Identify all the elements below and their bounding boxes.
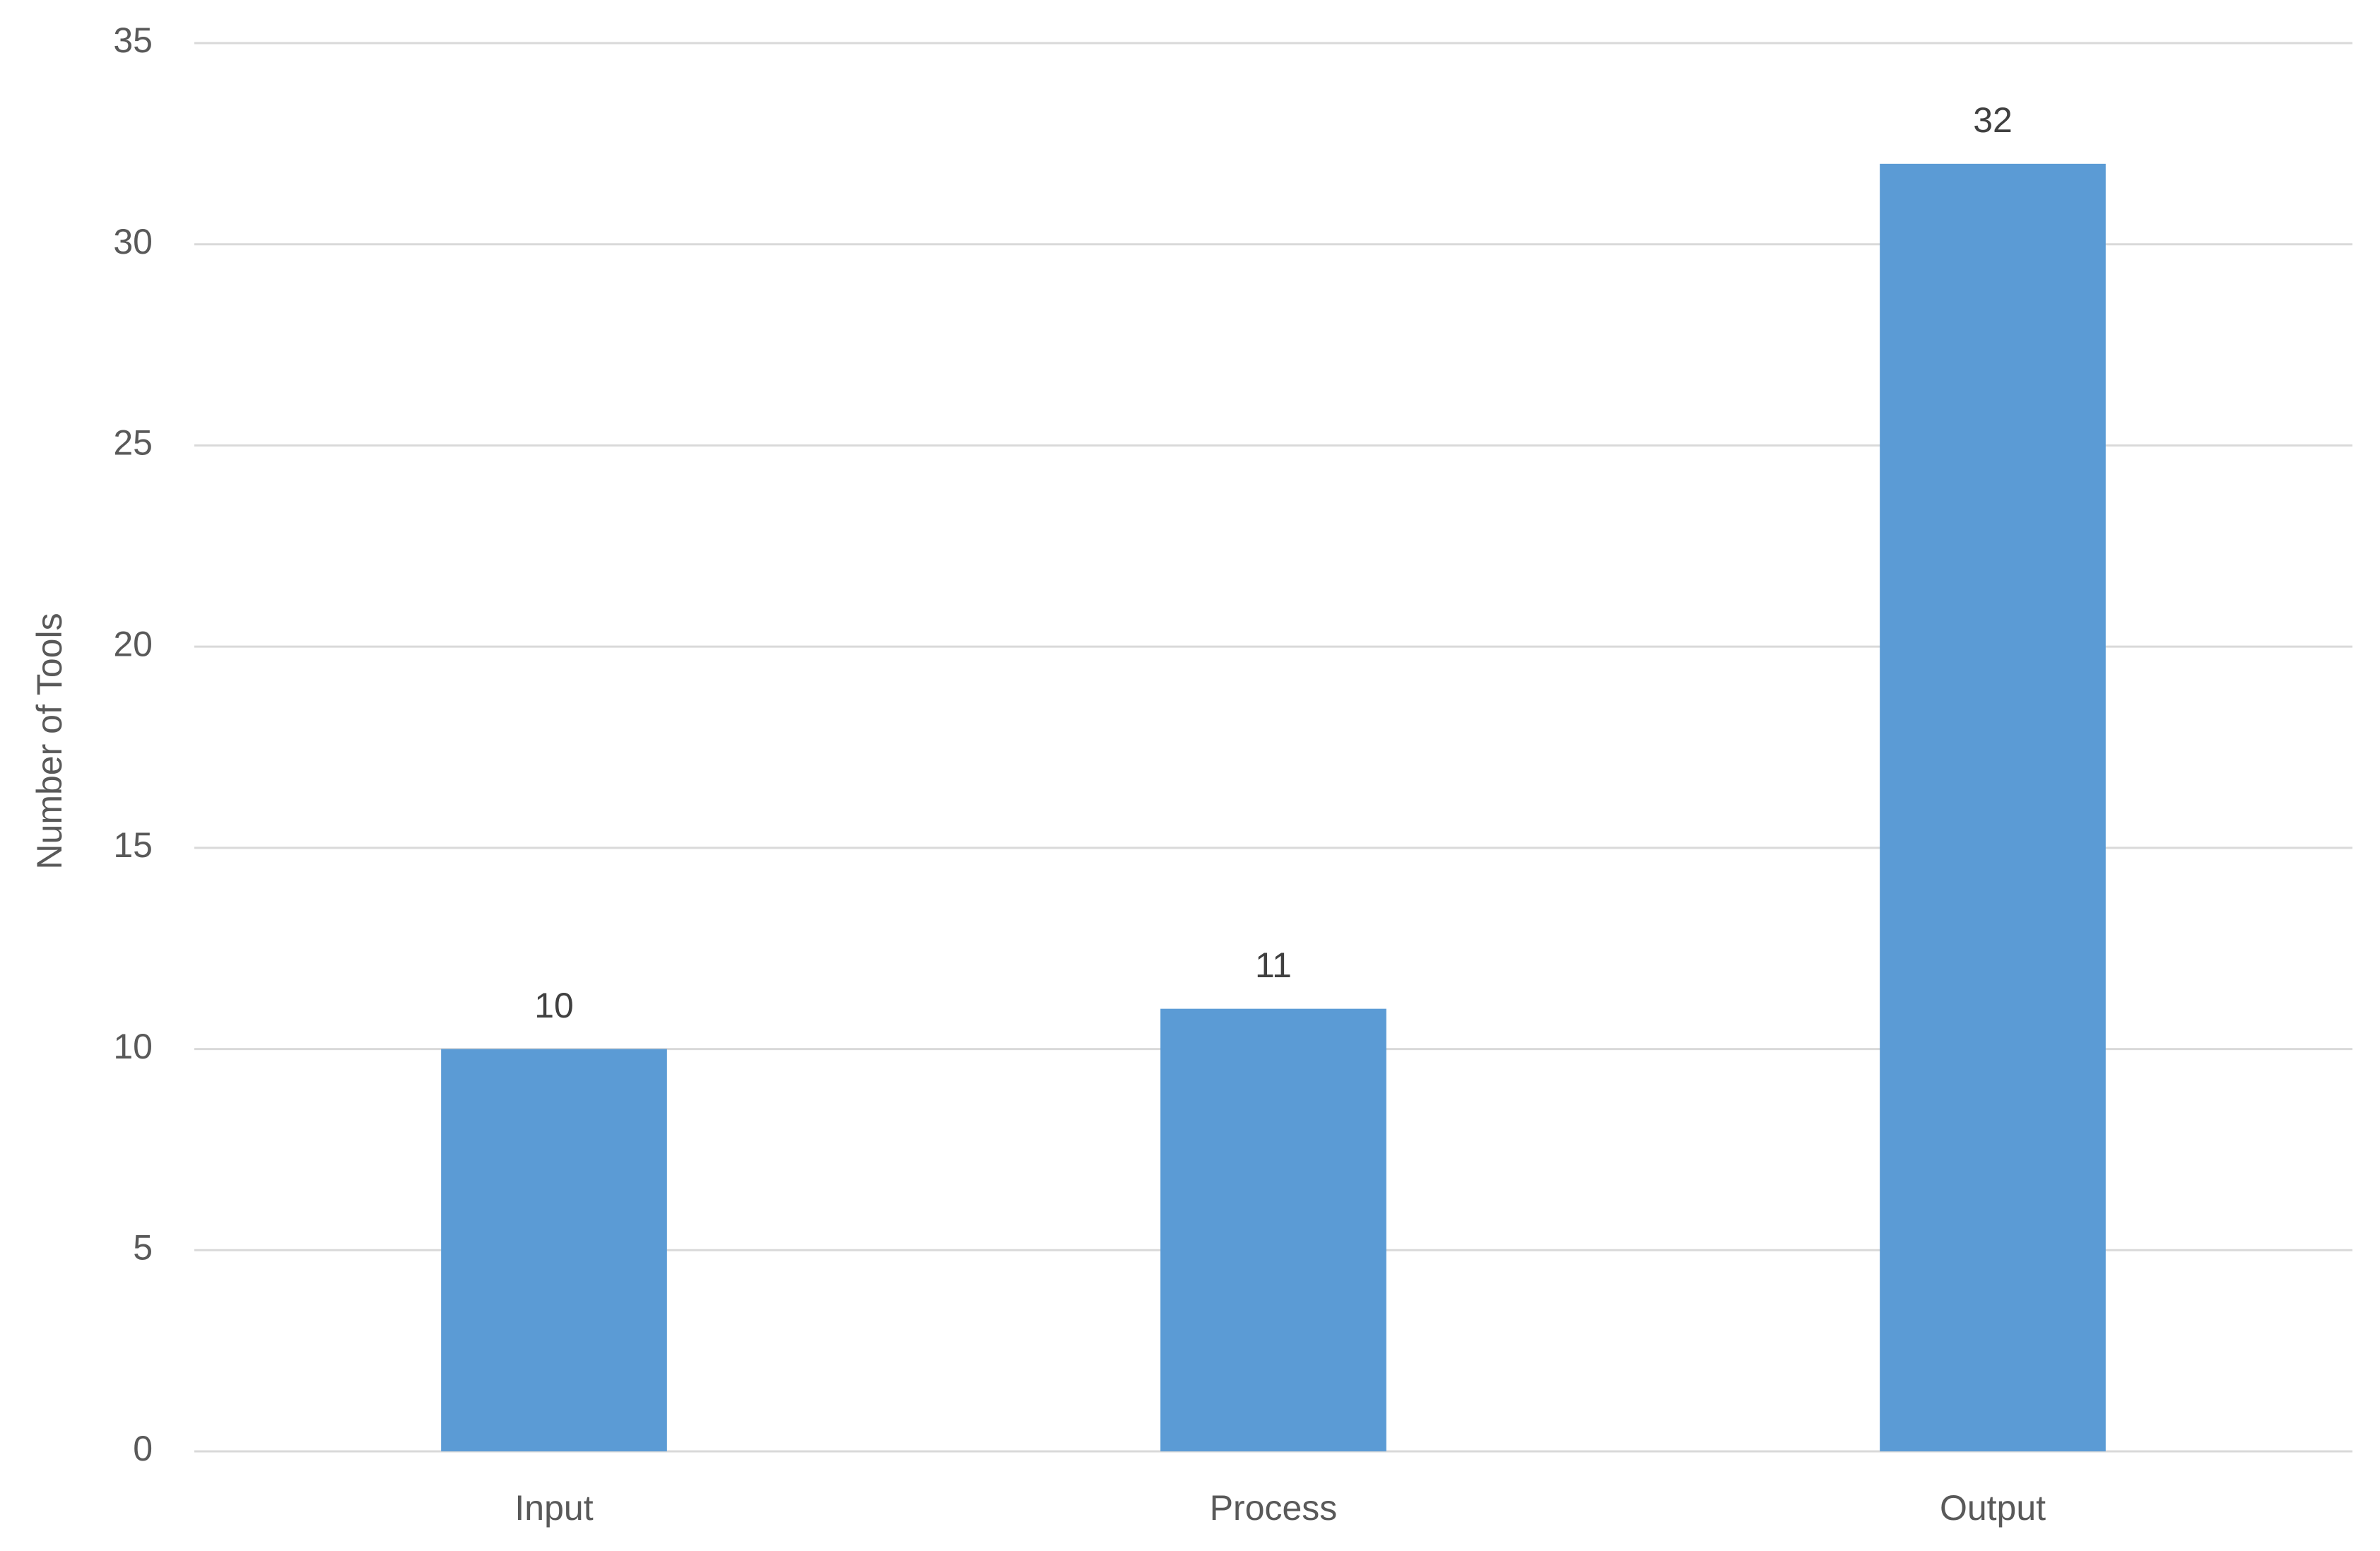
y-tick-label: 10 <box>113 1027 153 1066</box>
value-label: 10 <box>534 986 574 1025</box>
y-tick-label: 35 <box>113 20 153 60</box>
y-axis-label: Number of Tools <box>30 613 69 869</box>
bar <box>441 1049 667 1451</box>
y-tick-label: 0 <box>133 1429 153 1468</box>
value-label: 32 <box>1973 100 2013 140</box>
y-tick-label: 15 <box>113 825 153 865</box>
y-tick-label: 5 <box>133 1227 153 1267</box>
value-label: 11 <box>1255 945 1292 985</box>
x-tick-label: Process <box>1210 1488 1338 1528</box>
bar <box>1160 1008 1386 1451</box>
x-tick-label: Output <box>1940 1488 2046 1528</box>
y-tick-label: 30 <box>113 222 153 261</box>
y-tick-label: 25 <box>113 423 153 463</box>
y-tick-label: 20 <box>113 624 153 664</box>
x-tick-label: Input <box>514 1488 593 1528</box>
bar <box>1880 163 2106 1451</box>
